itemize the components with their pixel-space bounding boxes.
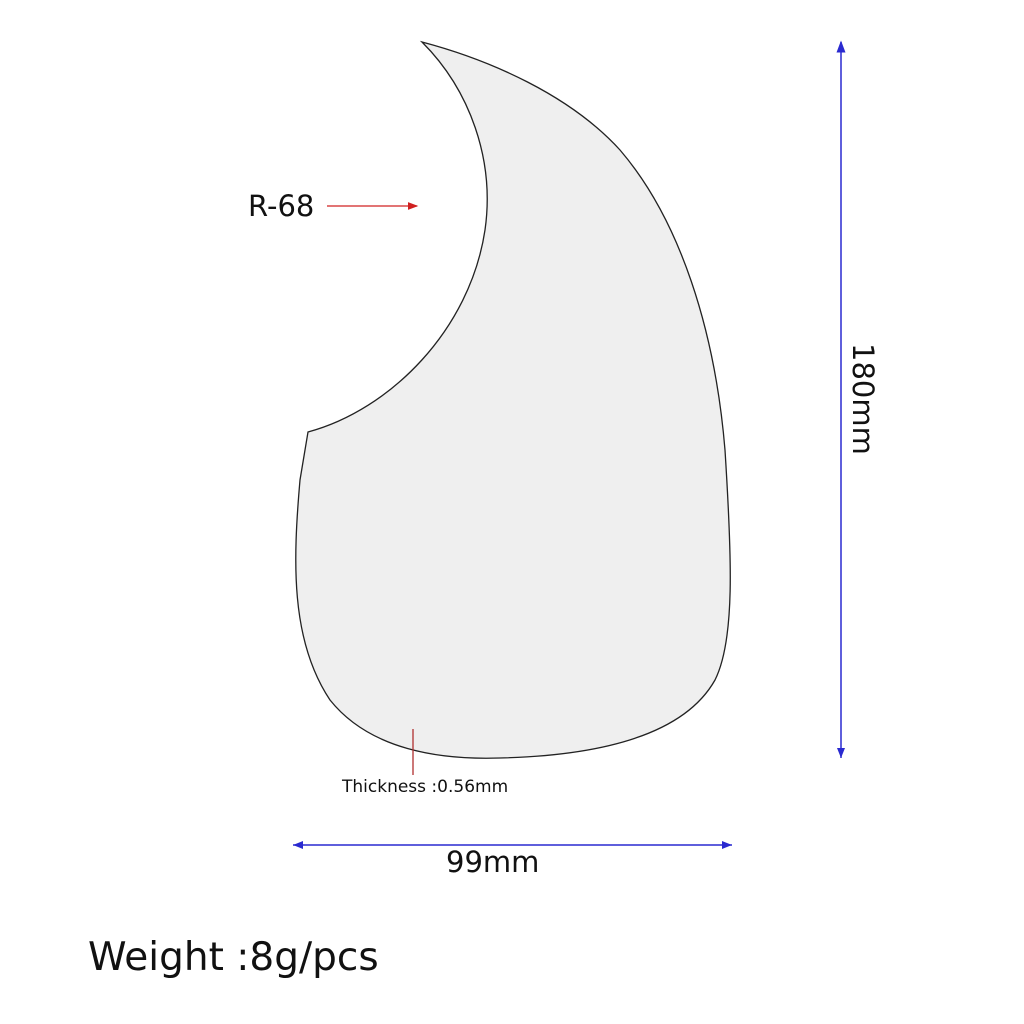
radius-label: R-68 [248, 189, 315, 223]
height-label: 180mm [846, 343, 880, 455]
thickness-label: Thickness :0.56mm [342, 777, 509, 797]
width-label: 99mm [446, 845, 540, 879]
pickguard-shape [295, 40, 731, 759]
weight-label: Weight :8g/pcs [88, 935, 379, 980]
